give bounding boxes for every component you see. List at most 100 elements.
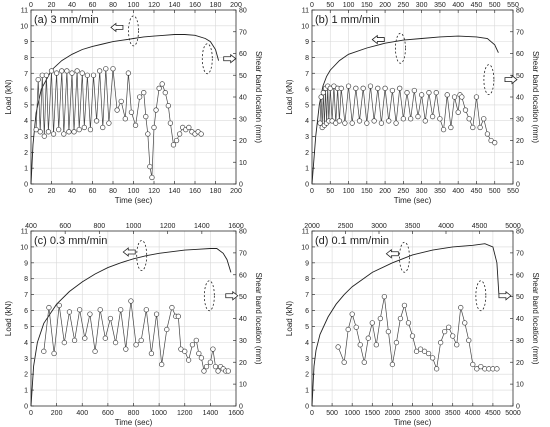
shear-band-point — [66, 309, 73, 315]
x-tick-label: 0 — [310, 188, 314, 195]
y-tick-label: 7 — [24, 71, 28, 78]
y2-tick-label: 0 — [239, 404, 243, 411]
y-tick-label: 6 — [305, 87, 309, 94]
shear-band-point — [106, 120, 112, 126]
y-tick-label: 11 — [302, 8, 309, 15]
top-x-tick-label: 50 — [326, 2, 334, 9]
y2-tick-label: 40 — [516, 95, 524, 102]
shear-band-point — [353, 324, 359, 330]
y-tick-label: 7 — [24, 292, 28, 299]
shear-band-point — [494, 366, 500, 372]
y-tick-label: 6 — [24, 308, 28, 315]
shear-band-point — [153, 311, 160, 317]
y-tick-label: 3 — [24, 356, 28, 363]
y2-tick-label: 50 — [239, 73, 247, 80]
shear-band-point — [357, 342, 363, 348]
x-tick-label: 200 — [51, 410, 63, 417]
shear-band-point — [141, 89, 147, 96]
shear-band-point — [82, 335, 88, 341]
shear-band-point — [56, 302, 62, 309]
shear-band-point — [41, 133, 47, 139]
shear-band-point — [429, 113, 436, 120]
x-tick-label: 350 — [434, 188, 446, 195]
shear-band-point — [365, 335, 371, 341]
shear-band-point — [492, 140, 498, 146]
shear-band-point — [411, 87, 417, 94]
top-x-tick-label: 4500 — [472, 223, 488, 230]
y-axis-label: Load (kN) — [285, 79, 294, 114]
chart-panel-4: 0 500 1000 1500 2000 2500 3000 3500 4000 4500 5000… — [285, 223, 540, 427]
shear-band-point — [448, 124, 454, 131]
load-curve — [311, 35, 499, 185]
shear-band-point — [455, 109, 461, 115]
x-tick-label: 300 — [416, 188, 428, 195]
x-tick-label: 180 — [210, 188, 222, 195]
left-axis-arrow — [385, 248, 399, 259]
y2-axis-label: Shear band location (mm) — [254, 272, 263, 364]
x-tick-label: 1400 — [203, 410, 219, 417]
shear-band-point — [405, 320, 412, 326]
shear-band-point — [46, 304, 52, 311]
y2-tick-label: 70 — [516, 29, 524, 36]
shear-band-point — [382, 85, 388, 91]
shear-band-highlight-ellipse — [203, 280, 215, 312]
shear-band-point — [415, 113, 421, 120]
y2-tick-label: 80 — [516, 8, 524, 15]
shear-band-point — [61, 339, 67, 346]
panel-label: (c) 0.3 mm/min — [34, 235, 107, 247]
y-tick-label: 2 — [305, 150, 309, 157]
y2-tick-label: 10 — [239, 382, 247, 389]
y2-tick-label: 60 — [239, 51, 247, 58]
right-axis-arrow — [504, 74, 518, 85]
panel-label: (d) 0.1 mm/min — [315, 235, 389, 247]
shear-band-point — [342, 120, 348, 126]
shear-band-point — [397, 315, 404, 322]
shear-band-point — [450, 333, 456, 339]
top-x-tick-label: 2500 — [338, 223, 354, 230]
x-axis-label: Time (sec) — [115, 418, 153, 427]
x-tick-label: 160 — [189, 188, 201, 195]
y-tick-label: 6 — [24, 87, 28, 94]
shear-band-point — [112, 339, 119, 346]
shear-band-point — [336, 118, 343, 124]
shear-band-point — [147, 163, 153, 170]
right-axis-arrow — [498, 290, 512, 301]
top-x-tick-label: 250 — [398, 2, 410, 9]
y2-tick-label: 10 — [239, 160, 247, 167]
shear-band-line — [35, 68, 202, 178]
shear-band-point — [50, 131, 57, 137]
y2-tick-label: 60 — [516, 272, 524, 279]
load-curve — [311, 243, 500, 407]
shear-band-point — [413, 348, 420, 354]
y-tick-label: 1 — [24, 166, 28, 173]
shear-band-point — [212, 363, 219, 370]
top-x-tick-label: 100 — [343, 2, 355, 9]
top-x-tick-label: 160 — [189, 2, 201, 9]
shear-band-point — [53, 70, 60, 76]
shear-band-highlight-ellipse — [201, 43, 213, 75]
top-x-tick-label: 180 — [210, 2, 222, 9]
shear-band-point — [159, 81, 165, 87]
shear-band-point — [185, 357, 192, 363]
shear-band-point — [404, 89, 410, 96]
x-tick-label: 0 — [29, 410, 33, 417]
shear-band-highlight-ellipse — [483, 64, 495, 95]
shear-band-point — [153, 107, 159, 113]
shear-band-point — [133, 342, 139, 348]
x-tick-label: 50 — [326, 188, 334, 195]
shear-band-point — [123, 346, 129, 352]
x-tick-label: 60 — [89, 188, 97, 195]
shear-band-point — [353, 85, 359, 91]
shear-band-point — [349, 120, 355, 126]
shear-band-point — [210, 346, 216, 352]
shear-band-point — [466, 116, 472, 122]
top-x-tick-label: 200 — [230, 2, 242, 9]
y-tick-label: 8 — [305, 55, 309, 62]
shear-band-point — [409, 333, 416, 339]
x-tick-label: 0 — [310, 410, 314, 417]
y2-tick-label: 60 — [239, 272, 247, 279]
shear-band-point — [369, 320, 375, 326]
y-tick-label: 3 — [305, 134, 309, 141]
shear-band-point — [422, 118, 428, 124]
y-tick-label: 5 — [305, 102, 309, 109]
